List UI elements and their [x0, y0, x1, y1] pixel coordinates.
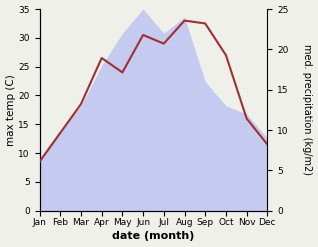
X-axis label: date (month): date (month)	[112, 231, 195, 242]
Y-axis label: max temp (C): max temp (C)	[5, 74, 16, 146]
Y-axis label: med. precipitation (kg/m2): med. precipitation (kg/m2)	[302, 44, 313, 175]
